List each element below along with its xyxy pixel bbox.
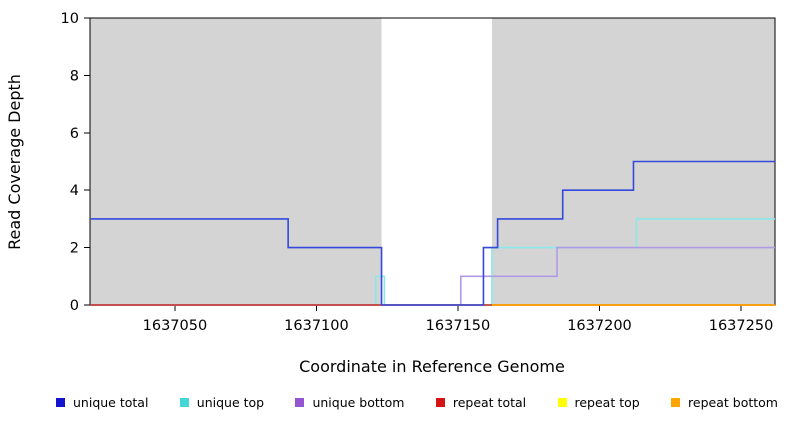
legend-item-unique-top: unique top [179,395,265,410]
x-tick-label: 1637100 [284,318,349,334]
y-tick-label: 10 [61,11,79,27]
x-tick-label: 1637250 [709,318,774,334]
legend-item-repeat-bottom: repeat bottom [671,395,778,410]
y-tick-label: 8 [70,68,79,84]
shaded-region [90,18,382,305]
legend-swatch [435,398,445,407]
legend-swatch [179,398,189,407]
legend-label: unique total [73,395,149,410]
x-axis-title: Coordinate in Reference Genome [299,357,565,376]
y-tick-label: 4 [70,183,79,199]
legend: unique total unique top unique bottom repea… [56,395,778,410]
x-tick-label: 1637150 [426,318,491,334]
y-axis-title: Read Coverage Depth [5,74,24,250]
legend-item-repeat-top: repeat top [557,395,640,410]
legend-label: repeat total [452,395,527,410]
legend-label: repeat bottom [688,395,778,410]
legend-label: unique top [196,395,265,410]
coverage-chart: Read Coverage Depth Coordinate in Refere… [5,11,776,376]
y-tick-label: 0 [70,298,79,314]
legend-swatch [671,398,681,407]
series-unique-total [90,160,775,306]
x-tick-label: 1637200 [567,318,632,334]
legend-label: repeat top [574,395,640,410]
x-tick-label: 1637050 [143,318,208,334]
y-tick-label: 2 [70,241,79,257]
y-tick-label: 6 [70,126,79,142]
legend-item-unique-bottom: unique bottom [295,395,405,410]
legend-swatch [295,398,305,407]
legend-label: unique bottom [312,395,405,410]
legend-swatch [557,398,567,407]
legend-item-unique-total: unique total [56,395,148,410]
legend-swatch [56,398,65,407]
legend-item-repeat-total: repeat total [435,395,527,410]
